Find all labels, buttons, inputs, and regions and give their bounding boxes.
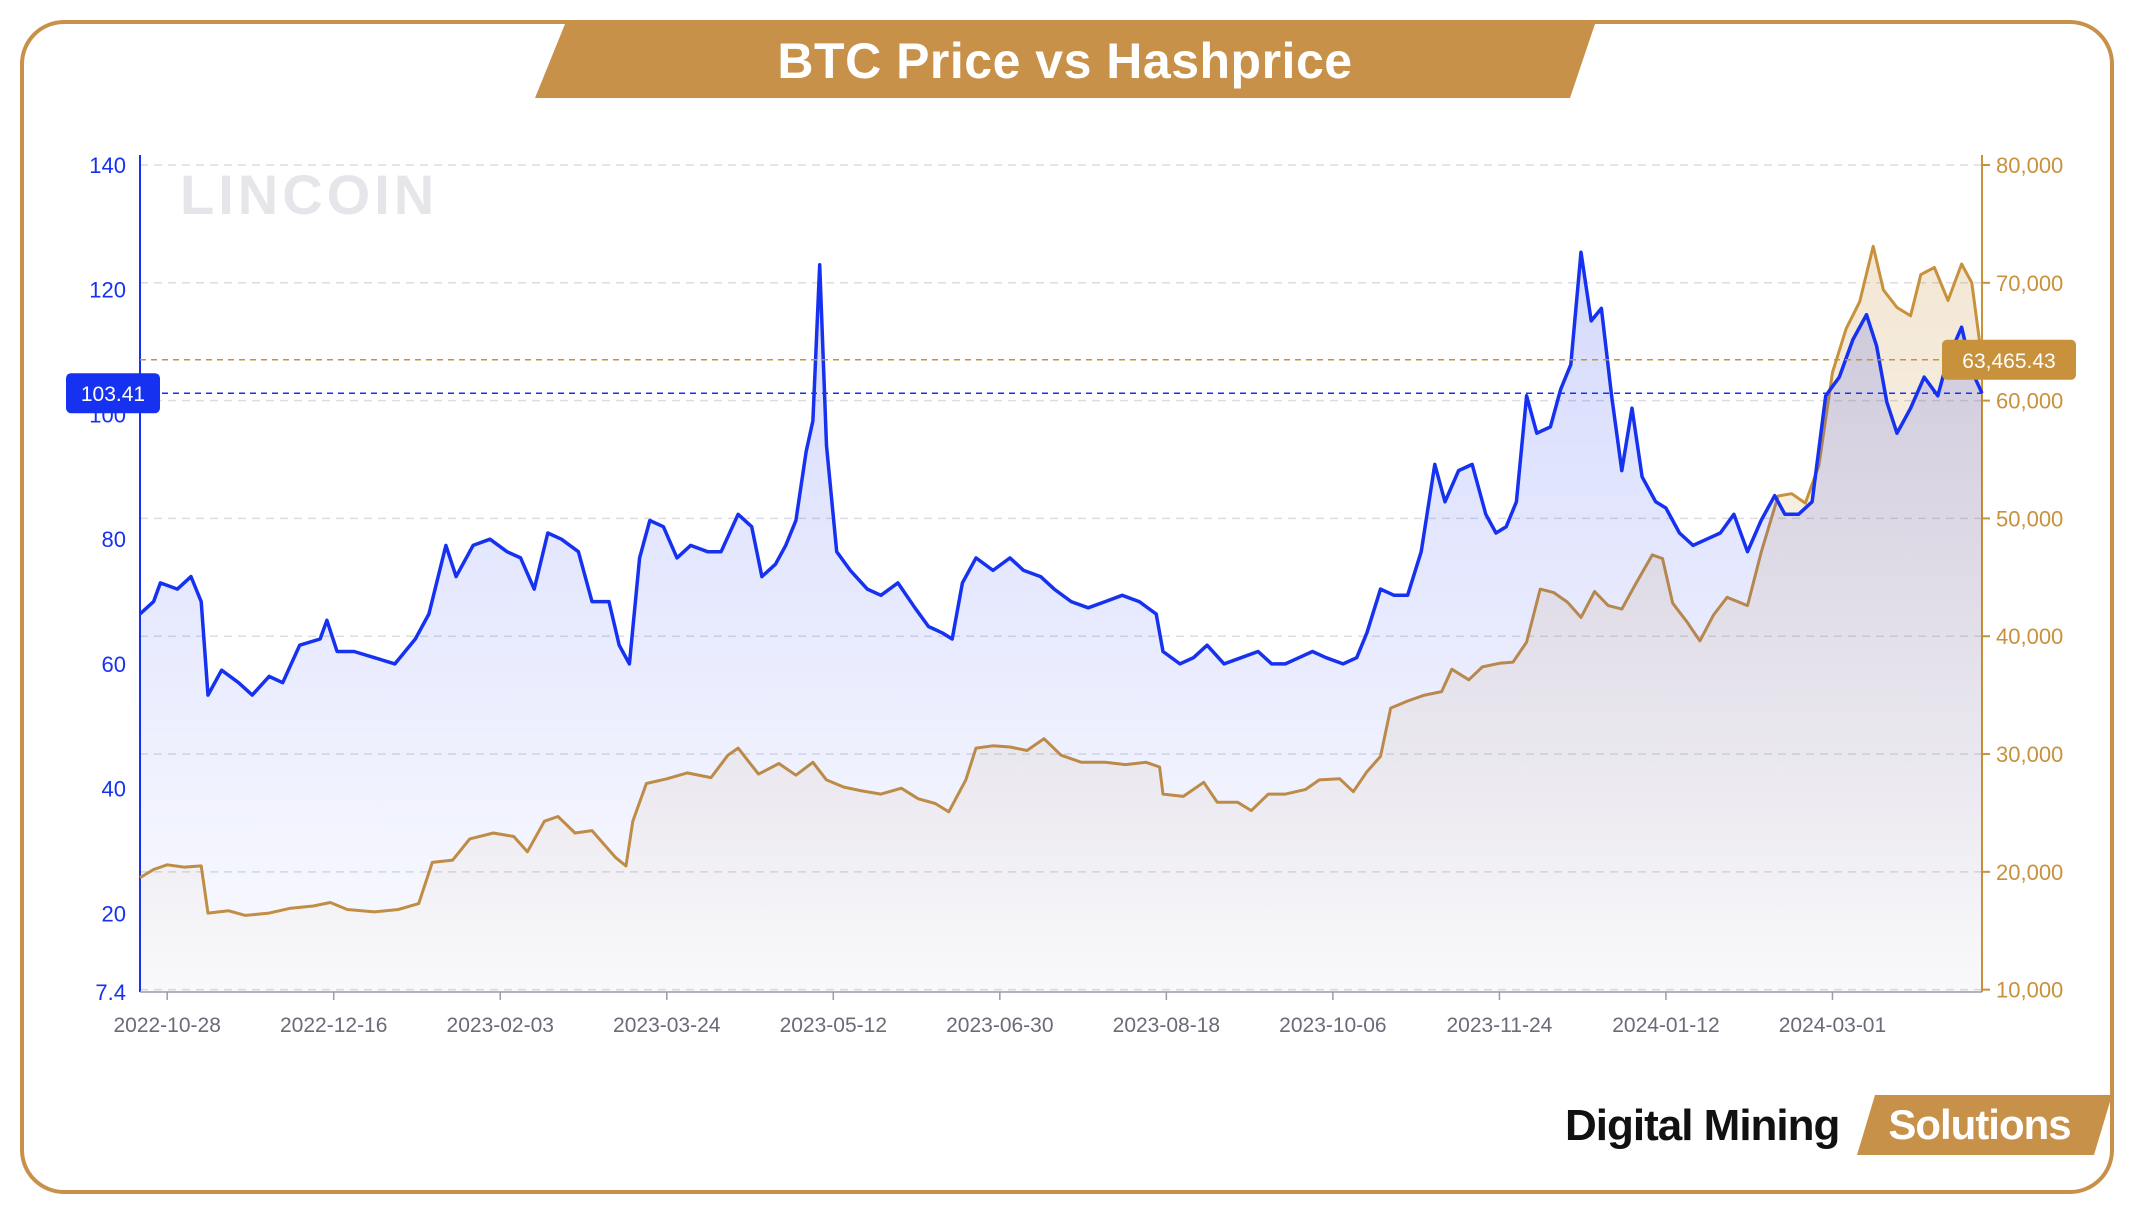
left-value-badge (66, 373, 160, 414)
x-tick-label: 2022-12-16 (280, 1014, 387, 1037)
left-tick-label: 60 (102, 652, 126, 677)
right-tick-label: 80,000 (1996, 153, 2063, 178)
right-value-badge (1942, 339, 2076, 380)
x-tick-label: 2024-01-12 (1612, 1014, 1719, 1037)
btc-price-line (138, 250, 1984, 697)
x-tick-label: 2023-03-24 (613, 1014, 721, 1037)
left-tick-label: 120 (89, 278, 126, 303)
right-tick-label: 60,000 (1996, 389, 2063, 414)
banner-shape (535, 24, 1595, 98)
x-tick-label: 2023-06-30 (946, 1014, 1053, 1037)
x-tick-label: 2023-10-06 (1279, 1014, 1386, 1037)
x-tick-label: 2023-08-18 (1113, 1014, 1220, 1037)
x-tick-label: 2023-11-24 (1446, 1014, 1552, 1037)
brand-logo: Digital Mining Solutions (1565, 1095, 2115, 1157)
x-tick-label: 2024-03-01 (1779, 1014, 1886, 1037)
left-tick-label: 80 (102, 527, 126, 552)
right-tick-label: 20,000 (1996, 860, 2063, 885)
right-tick-label: 50,000 (1996, 506, 2063, 531)
left-tick-label: 140 (89, 153, 126, 178)
left-tick-label: 20 (102, 901, 126, 926)
brand-tag: Solutions (1857, 1095, 2112, 1155)
x-tick-label: 2023-05-12 (780, 1014, 887, 1037)
right-tick-label: 40,000 (1996, 624, 2063, 649)
btc-price-area (140, 252, 1982, 993)
right-tick-label: 10,000 (1996, 978, 2063, 1003)
brand-main-text: Digital Mining (1565, 1101, 1840, 1150)
left-value-label: 103.41 (81, 383, 145, 406)
x-tick-label: 2023-02-03 (447, 1014, 554, 1037)
right-value-label: 63,465.43 (1962, 350, 2055, 373)
left-tick-label: 7.4 (95, 980, 126, 1005)
title-banner: BTC Price vs Hashprice (535, 24, 1595, 98)
brand-tag-text: Solutions (1888, 1101, 2071, 1148)
right-tick-label: 70,000 (1996, 271, 2063, 296)
watermark-logo: LINCOIN (180, 163, 439, 226)
left-tick-label: 40 (102, 777, 126, 802)
right-tick-label: 30,000 (1996, 742, 2063, 767)
brand-tag-shape (1857, 1095, 2112, 1155)
x-tick-label: 2022-10-28 (113, 1014, 220, 1037)
chart-title: BTC Price vs Hashprice (777, 33, 1353, 89)
